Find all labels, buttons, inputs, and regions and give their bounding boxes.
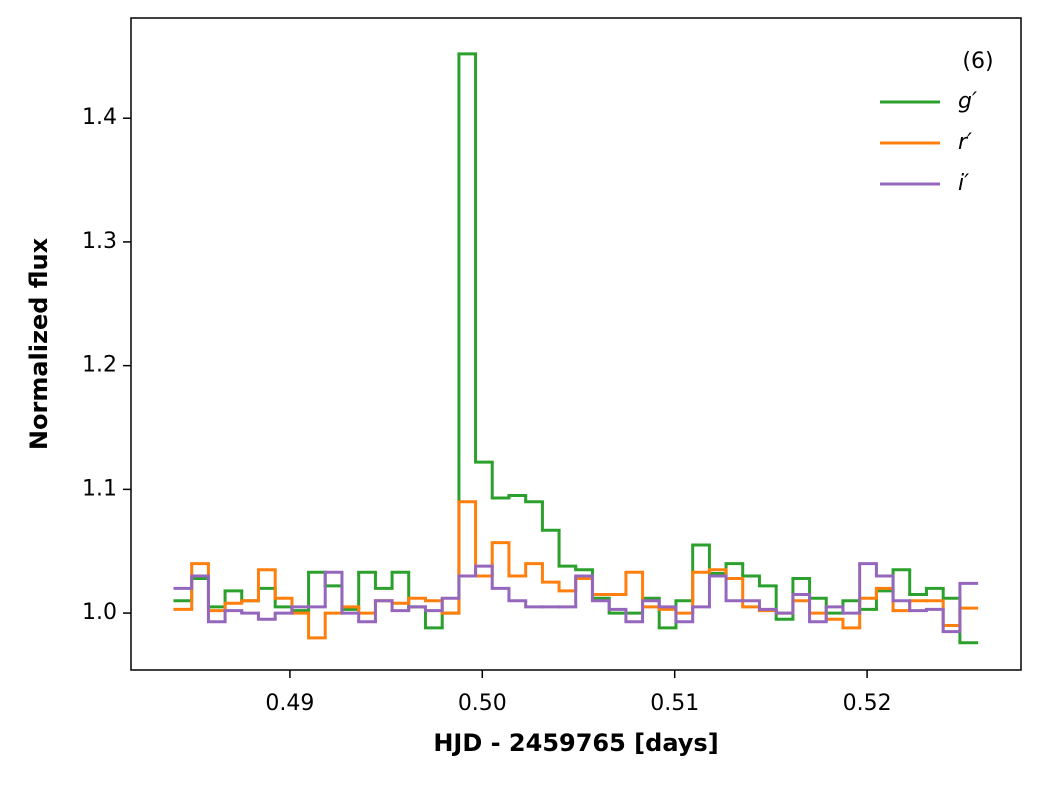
- y-axis-label: Normalized flux: [25, 237, 53, 450]
- x-tick-label: 0.52: [843, 691, 892, 716]
- y-tick-label: 1.2: [82, 353, 117, 378]
- legend-label: i′: [958, 171, 969, 196]
- y-tick-label: 1.3: [82, 229, 117, 254]
- legend-label: g′: [958, 89, 977, 114]
- x-axis-label: HJD - 2459765 [days]: [433, 729, 718, 757]
- plot-frame: [130, 17, 1022, 671]
- y-tick-label: 1.4: [82, 105, 117, 130]
- y-tick-label: 1.1: [82, 476, 117, 501]
- x-tick-label: 0.49: [265, 691, 314, 716]
- legend-label: r′: [958, 130, 972, 155]
- x-tick-label: 0.50: [458, 691, 507, 716]
- legend-title: (6): [962, 49, 993, 74]
- y-tick-label: 1.0: [82, 600, 117, 625]
- x-tick-label: 0.51: [650, 691, 699, 716]
